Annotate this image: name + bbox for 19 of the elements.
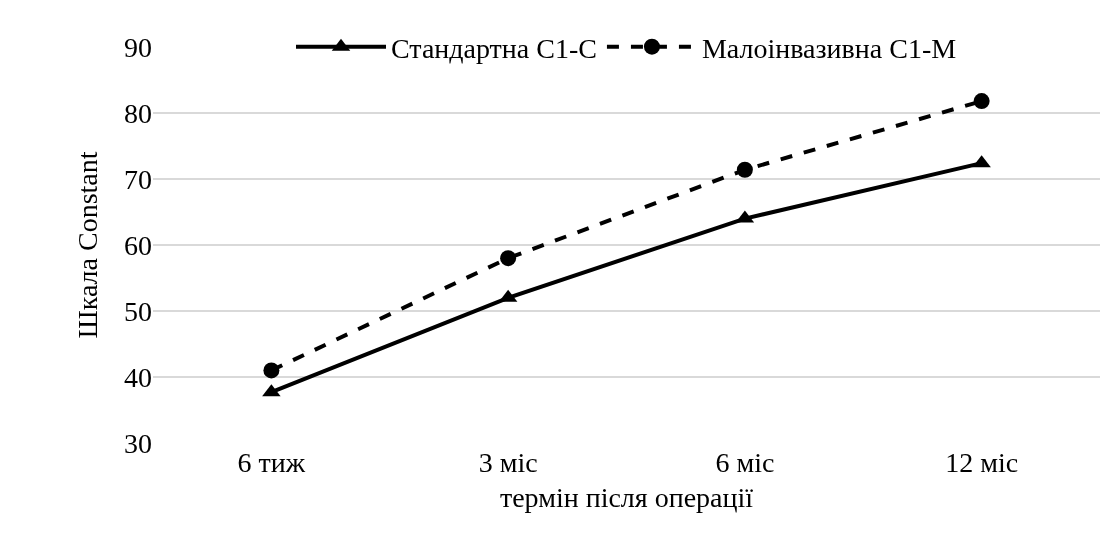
y-tick-label: 80	[124, 97, 152, 129]
point	[500, 250, 517, 267]
y-tick-label: 40	[124, 361, 152, 393]
legend-label: Стандартна С1-С	[391, 32, 597, 64]
x-axis-title: термін після операції	[499, 482, 754, 514]
x-tick-label: 3 міс	[478, 447, 538, 478]
x-tick-label: 6 міс	[715, 447, 775, 478]
x-tick-label: 12 міс	[945, 447, 1019, 478]
point	[736, 161, 753, 178]
y-tick-label: 90	[124, 31, 152, 63]
legend-label: Малоінвазивна С1-М	[701, 32, 957, 64]
y-tick-label: 70	[124, 163, 152, 195]
y-tick-label: 50	[124, 295, 152, 327]
x-tick-label: 6 тиж	[237, 447, 306, 478]
point	[263, 362, 280, 379]
y-tick-label: 60	[124, 229, 152, 261]
y-tick-label: 30	[124, 427, 152, 459]
y-axis-title: Шкала Constant	[71, 151, 103, 339]
point	[973, 93, 990, 110]
